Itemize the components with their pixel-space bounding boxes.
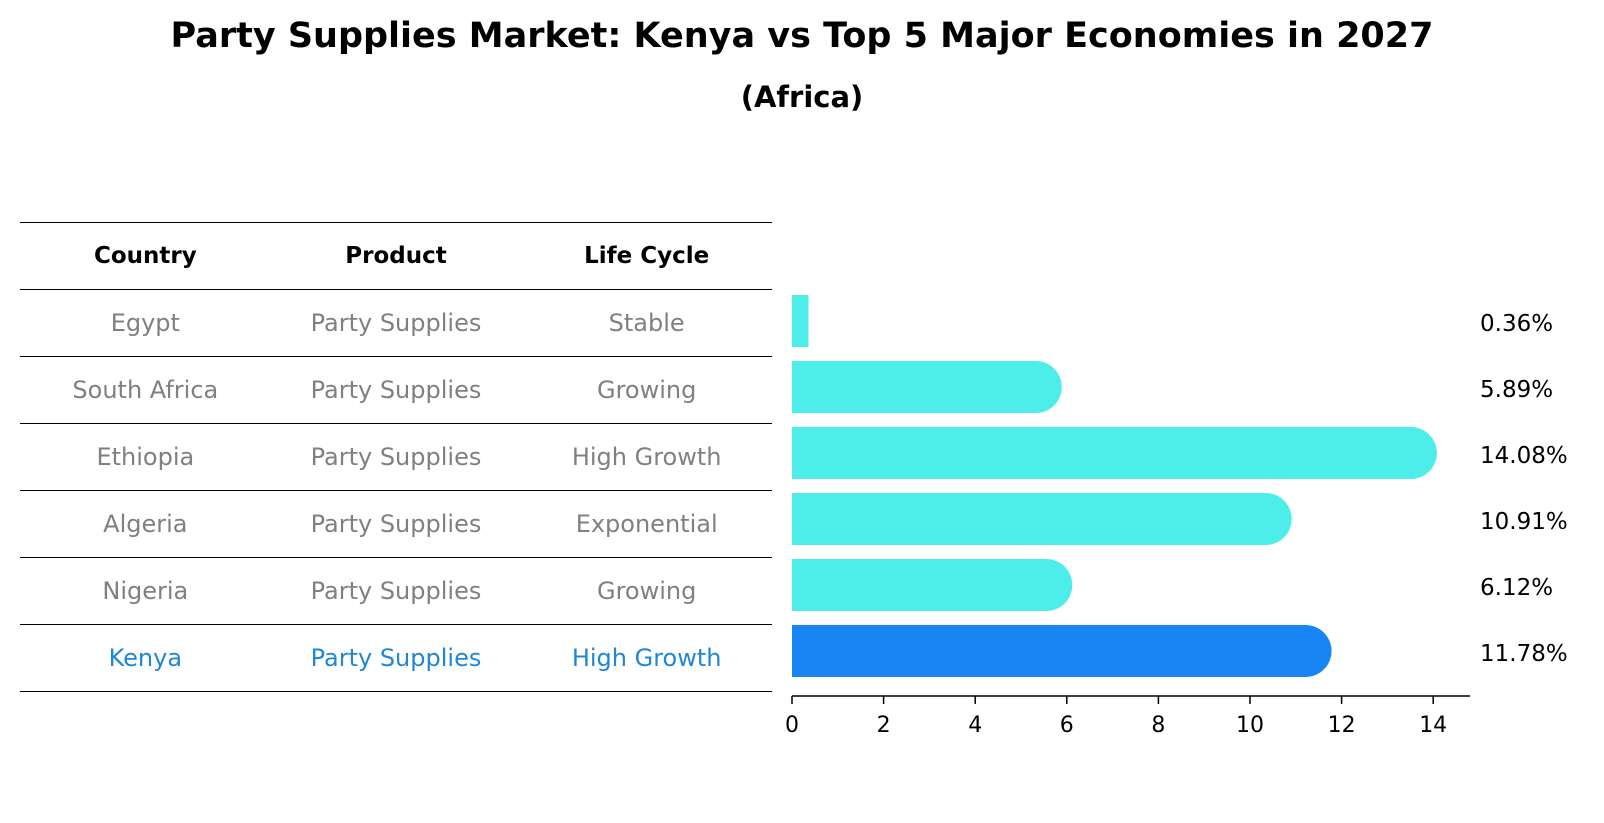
x-tick-label: 8 (1151, 713, 1165, 738)
cell-life-cycle: Growing (521, 557, 772, 625)
cell-life-cycle: High Growth (521, 423, 772, 491)
cell-life-cycle: Stable (521, 289, 772, 357)
bar-value-label: 0.36% (1480, 311, 1553, 337)
x-tick-label: 2 (877, 713, 891, 738)
x-tick-label: 14 (1419, 713, 1447, 738)
header-country: Country (20, 222, 271, 290)
header-life-cycle: Life Cycle (521, 222, 772, 290)
table-row-highlighted: Kenya Party Supplies High Growth (20, 624, 772, 692)
bar-egypt (792, 295, 809, 347)
x-tick-label: 4 (968, 713, 982, 738)
cell-product: Party Supplies (270, 490, 522, 558)
cell-product: Party Supplies (270, 557, 522, 625)
cell-country: Nigeria (20, 557, 271, 625)
data-table: Country Product Life Cycle Egypt Party S… (20, 222, 772, 692)
chart-title: Party Supplies Market: Kenya vs Top 5 Ma… (170, 16, 1434, 56)
bar-algeria (792, 493, 1292, 545)
cell-country: South Africa (20, 356, 271, 424)
cell-country: Ethiopia (20, 423, 271, 491)
cell-country: Algeria (20, 490, 271, 558)
cell-life-cycle: Growing (521, 356, 772, 424)
x-tick-label: 10 (1236, 713, 1264, 738)
bar-south-africa (792, 361, 1062, 413)
chart-subtitle: (Africa) (740, 80, 864, 114)
table-row: Nigeria Party Supplies Growing (20, 557, 772, 625)
table-row: South Africa Party Supplies Growing (20, 356, 772, 424)
x-tick-label: 0 (785, 713, 799, 738)
header-product: Product (270, 222, 522, 290)
cell-product: Party Supplies (270, 624, 522, 692)
bar-value-label: 10.91% (1480, 509, 1568, 535)
bar-ethiopia (792, 427, 1437, 479)
cell-country: Egypt (20, 289, 271, 357)
bar-value-label: 11.78% (1480, 641, 1568, 667)
bar-kenya (792, 625, 1332, 677)
bar-value-label: 6.12% (1480, 575, 1553, 601)
cell-product: Party Supplies (270, 423, 522, 491)
table-row: Egypt Party Supplies Stable (20, 289, 772, 357)
x-tick-label: 12 (1328, 713, 1356, 738)
cell-product: Party Supplies (270, 356, 522, 424)
bar-value-label: 5.89% (1480, 377, 1553, 403)
cell-product: Party Supplies (270, 289, 522, 357)
table-row: Algeria Party Supplies Exponential (20, 490, 772, 558)
cell-country: Kenya (20, 624, 271, 692)
cell-life-cycle: High Growth (521, 624, 772, 692)
table-header-row: Country Product Life Cycle (20, 222, 772, 290)
bar-value-label: 14.08% (1480, 443, 1568, 469)
x-tick-label: 6 (1060, 713, 1074, 738)
bar-nigeria (792, 559, 1073, 611)
table-row: Ethiopia Party Supplies High Growth (20, 423, 772, 491)
cell-life-cycle: Exponential (521, 490, 772, 558)
